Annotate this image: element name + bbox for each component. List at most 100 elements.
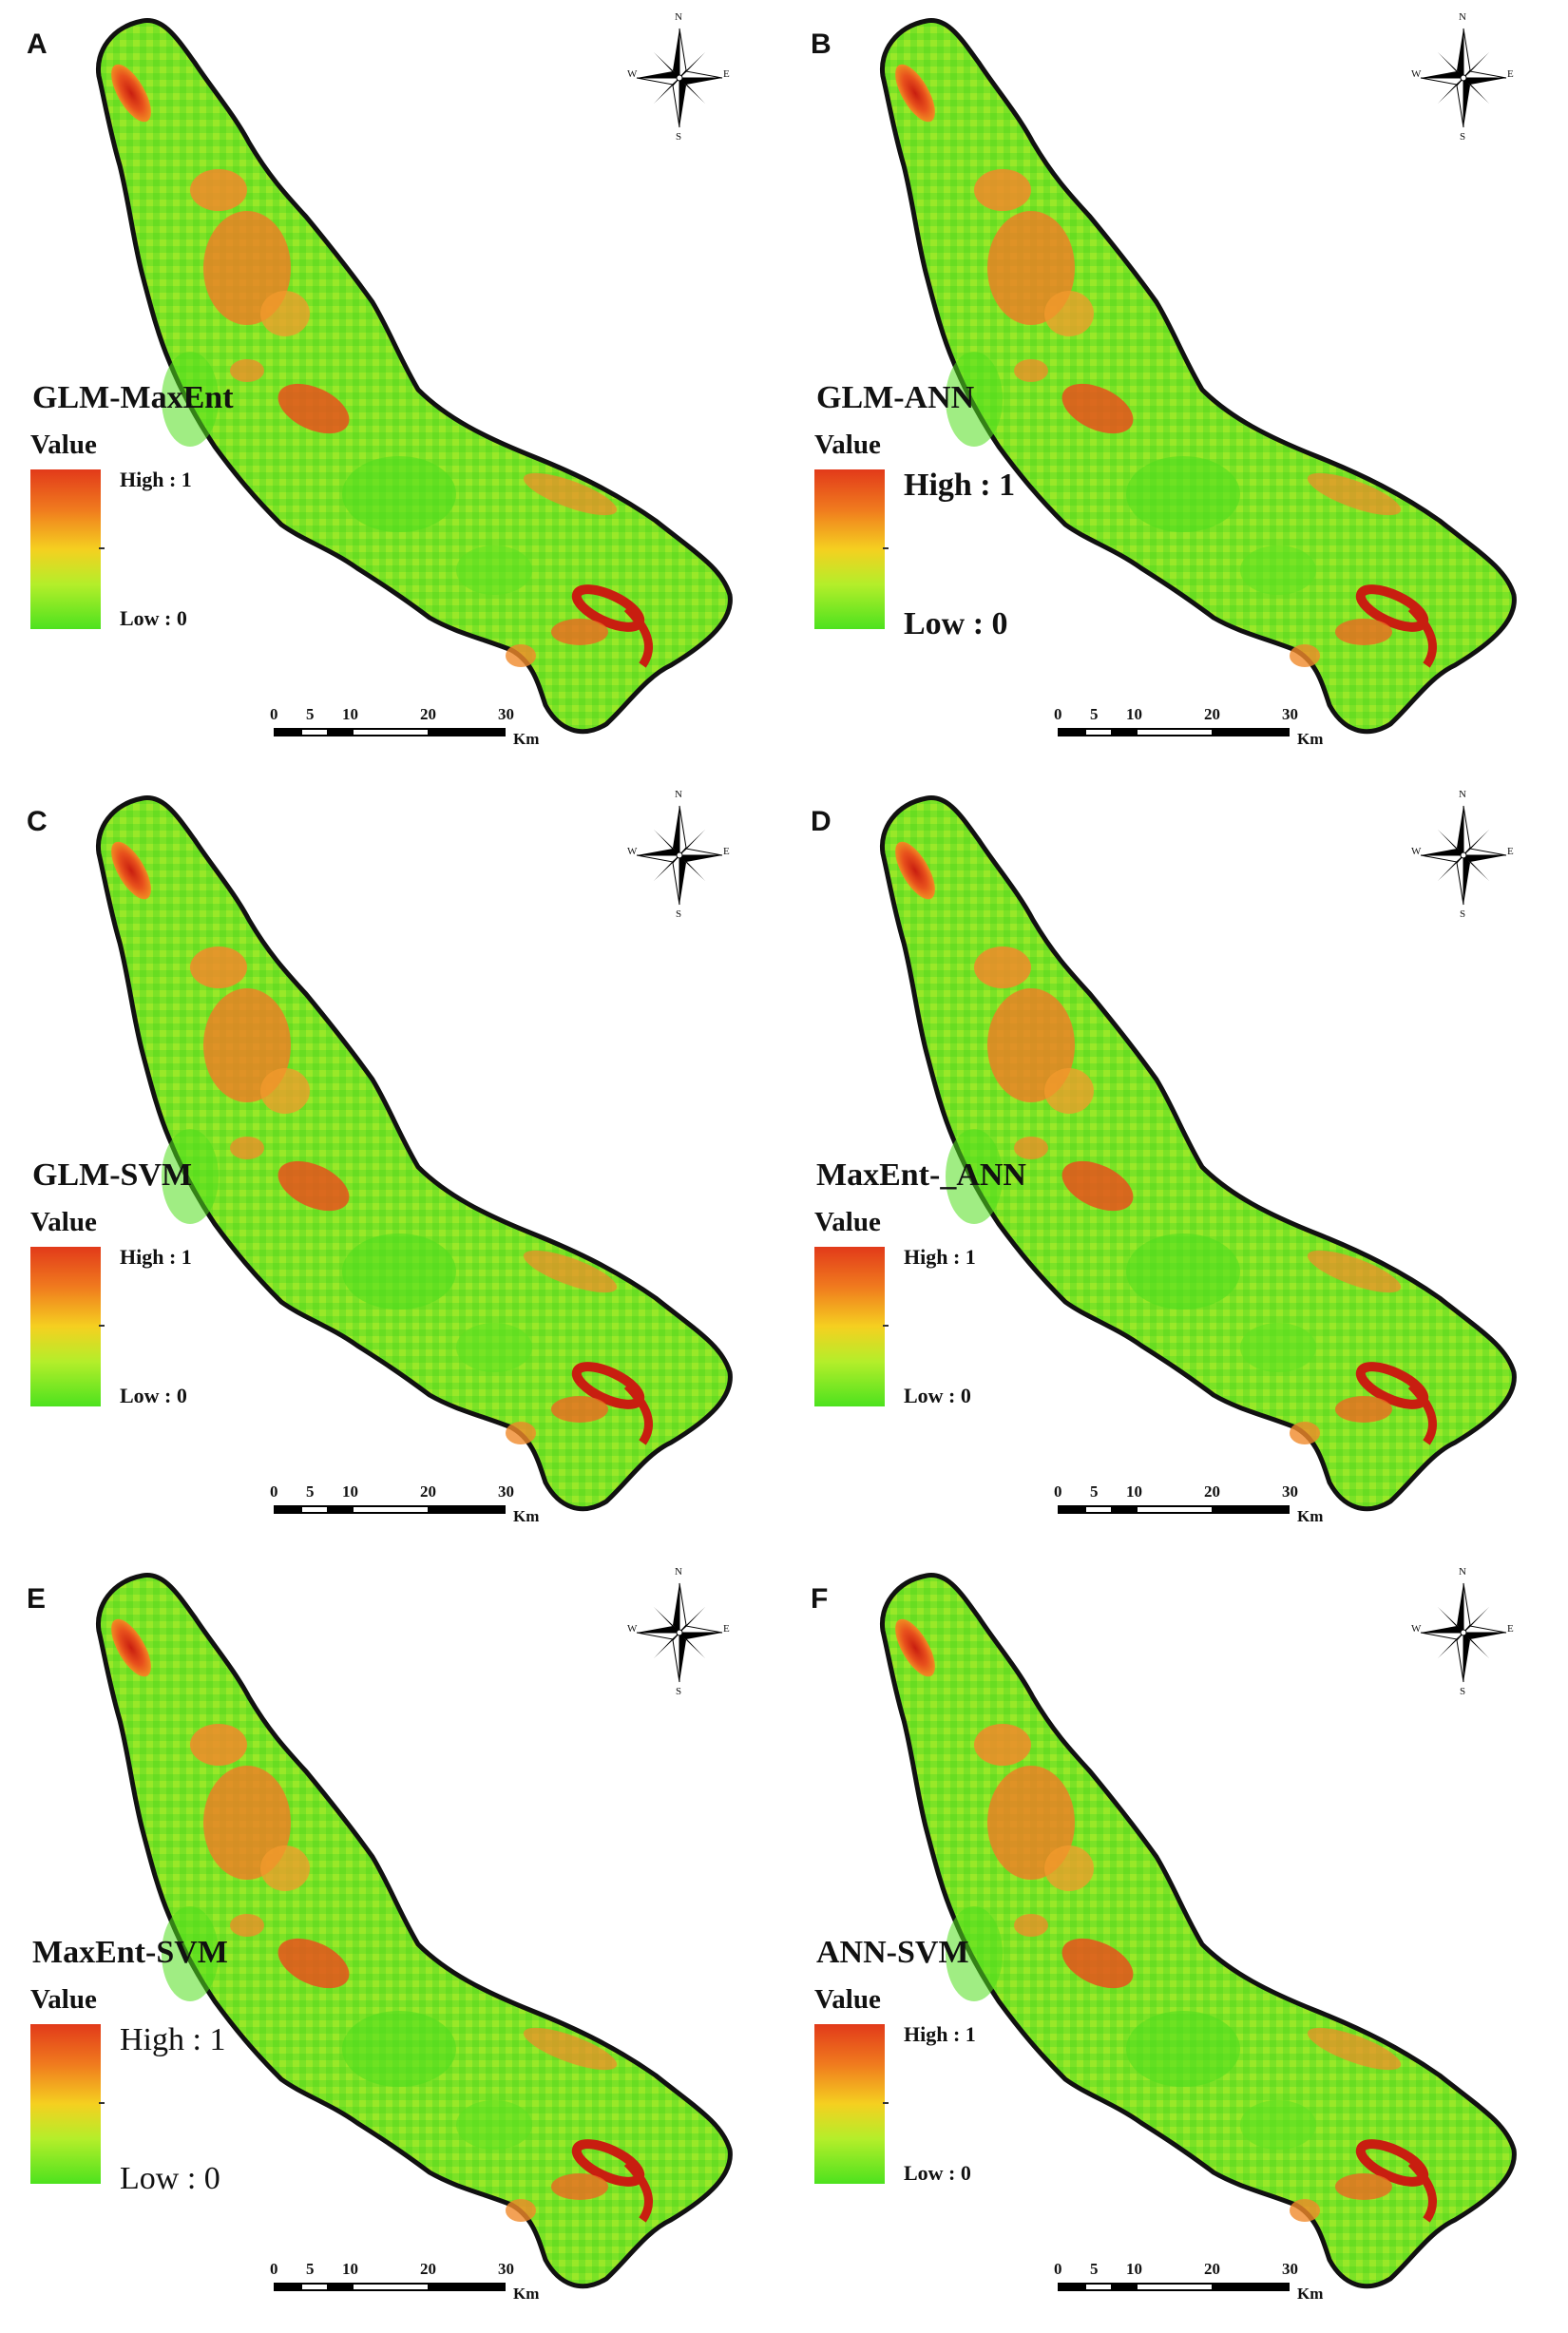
scale-segment (1111, 728, 1138, 736)
scale-unit: Km (513, 730, 540, 748)
scale-tick-label: 20 (1204, 705, 1220, 723)
scale-segment (1136, 2283, 1214, 2291)
scale-unit: Km (1297, 1507, 1324, 1525)
compass-west: W (1411, 68, 1422, 80)
compass-north: N (1459, 11, 1466, 23)
scale-tick-label: 20 (1204, 2260, 1220, 2278)
legend-low-label: Low : 0 (904, 606, 1008, 641)
region-boundary (879, 18, 1517, 735)
legend-title: Value (30, 1207, 97, 1237)
compass-east: E (1507, 68, 1514, 80)
scale-segment (300, 1505, 329, 1514)
compass-east: E (723, 846, 730, 857)
compass-south: S (676, 131, 682, 143)
scale-tick-label: 20 (1204, 1482, 1220, 1501)
compass-north: N (675, 1566, 682, 1578)
north-arrow: N S W E (627, 789, 732, 922)
scale-bar: 0 5 10 20 30 Km (270, 705, 559, 753)
compass-east: E (1507, 1623, 1514, 1635)
legend-high-label: High : 1 (904, 2022, 976, 2046)
suitability-map (95, 795, 733, 1512)
scale-segment (274, 2283, 302, 2291)
scale-tick-label: 0 (270, 705, 278, 723)
high-suitability-zones (111, 841, 654, 1445)
panel-letter: F (811, 1583, 829, 1615)
scale-segment (1058, 1505, 1086, 1514)
compass-north: N (1459, 1566, 1466, 1578)
scale-tick-label: 0 (1054, 2260, 1062, 2278)
legend-low-label: Low : 0 (120, 1384, 187, 1407)
compass-rose-icon (1420, 805, 1507, 906)
scale-segment (1212, 1505, 1290, 1514)
panel-letter: A (27, 29, 48, 60)
legend-color-ramp (814, 1247, 885, 1406)
scale-bar: 0 5 10 20 30 Km (1054, 705, 1343, 753)
scale-segment (1058, 728, 1086, 736)
legend-low-label: Low : 0 (904, 1384, 971, 1407)
scale-tick-label: 10 (342, 2260, 358, 2278)
scale-tick-label: 30 (1282, 705, 1298, 723)
compass-east: E (1507, 846, 1514, 857)
legend-high-label: High : 1 (120, 468, 192, 491)
compass-south: S (1460, 131, 1466, 143)
suitability-map (95, 18, 733, 735)
high-suitability-zones (895, 841, 1438, 1445)
north-arrow: N S W E (1411, 1566, 1516, 1699)
legend-high-label: High : 1 (904, 468, 1016, 503)
legend-high-label: High : 1 (120, 1245, 192, 1269)
scale-tick-label: 5 (1090, 1482, 1099, 1501)
scale-segment (428, 728, 506, 736)
scale-bar: 0 5 10 20 30 Km (1054, 2260, 1343, 2307)
suitability-map (879, 795, 1517, 1512)
region-boundary (95, 1573, 733, 2289)
compass-east: E (723, 68, 730, 80)
suitability-map (95, 1573, 733, 2289)
legend-high-label: High : 1 (120, 2022, 226, 2057)
compass-west: W (627, 1623, 638, 1635)
scale-tick-label: 0 (270, 1482, 278, 1501)
scale-segment (352, 728, 430, 736)
scale-tick-label: 10 (342, 1482, 358, 1501)
legend-tick (883, 2102, 889, 2104)
low-suitability-zones (162, 352, 532, 595)
panel-letter: B (811, 29, 832, 60)
high-suitability-zones (111, 1618, 654, 2223)
low-suitability-zones (162, 1906, 532, 2150)
scale-tick-label: 5 (306, 2260, 315, 2278)
scale-bar: 0 5 10 20 30 Km (270, 1482, 559, 1530)
scale-tick-label: 0 (1054, 705, 1062, 723)
scale-tick-label: 5 (1090, 2260, 1099, 2278)
compass-west: W (627, 68, 638, 80)
model-title: GLM-ANN (816, 380, 975, 415)
north-arrow: N S W E (1411, 11, 1516, 144)
panel-letter: D (811, 806, 832, 837)
scale-tick-label: 20 (420, 1482, 436, 1501)
suitability-map (879, 1573, 1517, 2289)
scale-tick-label: 30 (498, 705, 514, 723)
scale-segment (1058, 2283, 1086, 2291)
scale-segment (1212, 2283, 1290, 2291)
compass-rose-icon (636, 28, 723, 128)
legend-tick (883, 547, 889, 549)
low-suitability-zones (946, 352, 1316, 595)
panel-letter: E (27, 1583, 47, 1615)
legend-low-label: Low : 0 (120, 606, 187, 630)
scale-unit: Km (1297, 730, 1324, 748)
scale-tick-label: 30 (1282, 2260, 1298, 2278)
scale-segment (300, 2283, 329, 2291)
legend-title: Value (814, 430, 881, 460)
compass-west: W (627, 846, 638, 857)
scale-tick-label: 0 (1054, 1482, 1062, 1501)
compass-rose-icon (1420, 28, 1507, 128)
compass-south: S (676, 908, 682, 920)
suitability-map (879, 18, 1517, 735)
map-panel-a: A N S W E GLM-MaxEnt (0, 0, 784, 777)
legend: Value High : 1 Low : 0 (814, 430, 1015, 641)
model-title: GLM-MaxEnt (32, 380, 234, 415)
region-boundary (95, 795, 733, 1512)
scale-segment (274, 1505, 302, 1514)
map-panel-d: D N S W E MaxEnt-_ANN (784, 777, 1568, 1555)
legend-tick (99, 547, 105, 549)
high-suitability-zones (895, 64, 1438, 668)
legend: Value High : 1 Low : 0 (814, 1207, 976, 1407)
